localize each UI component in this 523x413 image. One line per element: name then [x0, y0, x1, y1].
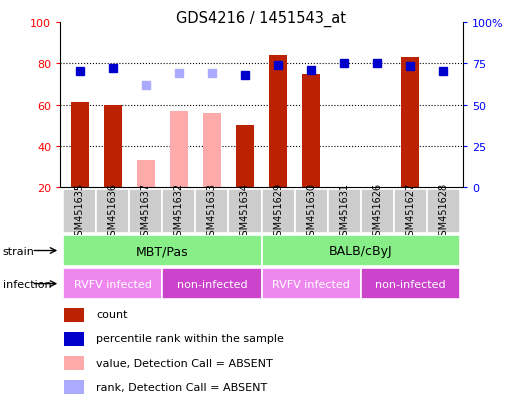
Bar: [63, 235, 262, 266]
Bar: [393, 190, 427, 233]
Bar: [96, 190, 130, 233]
Text: rank, Detection Call = ABSENT: rank, Detection Call = ABSENT: [96, 382, 268, 392]
Bar: [163, 268, 262, 299]
Text: non-infected: non-infected: [177, 279, 247, 289]
Bar: [262, 268, 360, 299]
Bar: [327, 190, 360, 233]
Bar: [294, 190, 327, 233]
Text: GSM451630: GSM451630: [306, 182, 316, 241]
Text: GSM451626: GSM451626: [372, 182, 382, 241]
Text: GSM451632: GSM451632: [174, 182, 184, 241]
Text: GSM451627: GSM451627: [405, 182, 415, 241]
Bar: [203, 114, 221, 188]
Text: strain: strain: [3, 246, 35, 256]
Bar: [262, 190, 294, 233]
Text: RVFV infected: RVFV infected: [74, 279, 152, 289]
Text: BALB/cByJ: BALB/cByJ: [329, 244, 392, 257]
Bar: [63, 268, 163, 299]
Bar: [196, 190, 229, 233]
Text: percentile rank within the sample: percentile rank within the sample: [96, 334, 285, 344]
Bar: [71, 103, 89, 188]
Text: GSM451635: GSM451635: [75, 182, 85, 241]
Text: non-infected: non-infected: [374, 279, 446, 289]
Bar: [104, 105, 122, 188]
Bar: [229, 190, 262, 233]
Text: GSM451634: GSM451634: [240, 182, 250, 241]
Bar: [163, 190, 196, 233]
Text: GSM451637: GSM451637: [141, 182, 151, 241]
Bar: [360, 190, 393, 233]
Text: value, Detection Call = ABSENT: value, Detection Call = ABSENT: [96, 358, 273, 368]
Text: GSM451629: GSM451629: [273, 182, 283, 241]
Text: GDS4216 / 1451543_at: GDS4216 / 1451543_at: [176, 10, 347, 26]
Bar: [64, 332, 84, 346]
Text: GSM451636: GSM451636: [108, 182, 118, 241]
Bar: [64, 380, 84, 394]
Bar: [137, 161, 155, 188]
Bar: [360, 268, 460, 299]
Text: GSM451628: GSM451628: [438, 182, 448, 241]
Text: MBT/Pas: MBT/Pas: [136, 244, 189, 257]
Text: RVFV infected: RVFV infected: [272, 279, 350, 289]
Bar: [302, 74, 320, 188]
Bar: [64, 356, 84, 370]
Text: GSM451631: GSM451631: [339, 182, 349, 241]
Bar: [236, 126, 254, 188]
Bar: [170, 112, 188, 188]
Text: count: count: [96, 309, 128, 320]
Text: infection: infection: [3, 279, 51, 289]
Bar: [401, 58, 419, 188]
Bar: [427, 190, 460, 233]
Bar: [64, 308, 84, 322]
Bar: [130, 190, 163, 233]
Bar: [269, 56, 287, 188]
Bar: [262, 235, 460, 266]
Text: GSM451633: GSM451633: [207, 182, 217, 241]
Bar: [63, 190, 96, 233]
